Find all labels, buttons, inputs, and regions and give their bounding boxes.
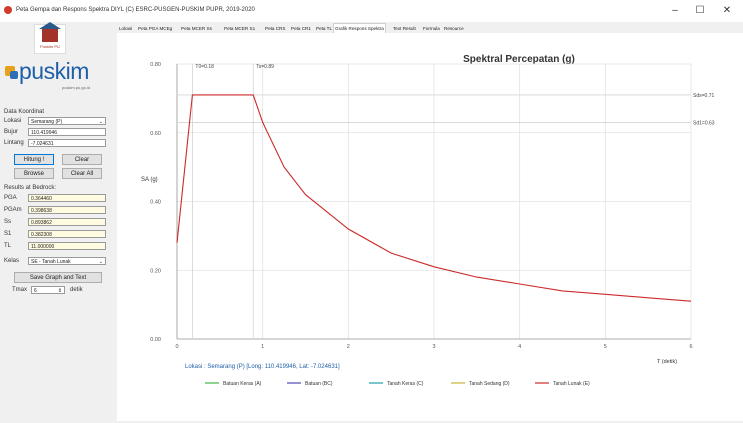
- tab-peta-crs[interactable]: Peta CRS: [265, 26, 286, 31]
- location-label: Lokasi: [4, 118, 22, 124]
- site-class-select[interactable]: SE - Tanah Lunak ⌄: [28, 257, 106, 265]
- logo-house-shape: [42, 28, 58, 42]
- reference-label: Sd1=0.63: [693, 120, 715, 126]
- logo-caption: Puskim PU: [40, 44, 60, 49]
- sidebar: Puskim PU puskim puskim.pu.go.id Data Ko…: [0, 22, 118, 421]
- tmax-label: Tmax: [12, 287, 27, 293]
- chart-title: Spektral Percepatan (g): [463, 54, 575, 65]
- puskim-brand: puskim: [19, 58, 89, 84]
- maximize-button[interactable]: ☐: [695, 5, 705, 16]
- legend-label: Tanah Lunak (E): [553, 381, 590, 387]
- chart-series: [176, 94, 692, 302]
- close-button[interactable]: ✕: [722, 5, 732, 16]
- site-class-label: Kelas: [4, 258, 20, 264]
- tab-grafik-respons-spektra[interactable]: Grafik Respons Spektra: [333, 23, 386, 34]
- results-heading: Results at Bedrock:: [4, 185, 57, 191]
- lon-input[interactable]: 110.419946: [28, 128, 106, 136]
- result-value: 11.000000: [28, 242, 106, 250]
- x-tick-label: 5: [604, 344, 607, 350]
- tab-formula[interactable]: Formula: [423, 26, 440, 31]
- x-tick-label: 3: [432, 344, 435, 350]
- puskim-logo-mark: [5, 64, 18, 80]
- result-value: 0.382308: [28, 230, 106, 238]
- reference-label: Sds=0.71: [693, 93, 714, 99]
- x-axis-label: T (detik): [657, 359, 677, 365]
- clearall-button[interactable]: Clear All: [62, 168, 102, 179]
- title-bar: Peta Gempa dan Respons Spektra DIYL (C) …: [0, 0, 743, 22]
- pupr-logo: Puskim PU: [34, 22, 66, 54]
- legend-label: Tanah Keras (C): [387, 381, 424, 387]
- legend-label: Batuan Keras (A): [223, 381, 262, 387]
- save-graph-button[interactable]: Save Graph and Text: [14, 272, 102, 283]
- tab-peta-tl[interactable]: Peta TL: [316, 26, 333, 31]
- series-line: [176, 94, 692, 302]
- spinner-arrows-icon[interactable]: ⇕: [57, 288, 62, 294]
- reference-label: T0=0.18: [195, 64, 214, 70]
- coords-heading: Data Koordinat: [4, 109, 45, 115]
- tmax-value: 6: [34, 288, 37, 294]
- compute-button[interactable]: Hitung !: [14, 154, 54, 165]
- x-tick-label: 4: [518, 344, 521, 350]
- tab-lokasi[interactable]: Lokasi: [119, 26, 133, 31]
- location-caption: Lokasi : Semarang (P) [Long: 110.419946,…: [185, 364, 340, 370]
- x-tick-label: 1: [261, 344, 264, 350]
- result-label: PGAm: [4, 207, 22, 213]
- x-tick-label: 6: [689, 344, 692, 350]
- minimize-button[interactable]: –: [672, 5, 678, 16]
- graph-panel: Spektral Percepatan (g) 0 1 2 3 4 5 6 0.00 0.20 0…: [117, 33, 743, 421]
- y-tick-label: 0.00: [150, 337, 161, 343]
- x-tick-label: 0: [175, 344, 178, 350]
- x-tick-label: 2: [347, 344, 350, 350]
- tab-resource[interactable]: Resource: [444, 26, 464, 31]
- site-class-value: SE - Tanah Lunak: [31, 259, 71, 265]
- location-value: Semarang (P): [31, 119, 63, 125]
- lat-label: Lintang: [4, 140, 24, 146]
- clear-button[interactable]: Clear: [62, 154, 102, 165]
- y-axis-label: SA (g): [141, 177, 158, 183]
- result-value: 0.398638: [28, 206, 106, 214]
- lat-input[interactable]: -7.024631: [28, 139, 106, 147]
- reference-label: Ts=0.89: [256, 64, 274, 70]
- logo-roof-shape: [39, 22, 61, 29]
- response-spectrum-chart: Spektral Percepatan (g) 0 1 2 3 4 5 60.000.200…: [141, 54, 715, 387]
- result-label: S1: [4, 231, 12, 237]
- legend-label: Tanah Sedang (D): [469, 381, 510, 387]
- tmax-spinner[interactable]: 6 ⇕: [31, 286, 65, 294]
- browse-button[interactable]: Browse: [14, 168, 54, 179]
- puskim-url: puskim.pu.go.id: [62, 85, 91, 90]
- tab-peta-mcer-s1[interactable]: Peta MCER S1: [224, 26, 256, 31]
- lon-label: Bujur: [4, 129, 19, 135]
- y-tick-label: 0.60: [150, 131, 161, 137]
- chevron-down-icon: ⌄: [98, 259, 103, 265]
- app-icon: [4, 6, 12, 14]
- result-value: 0.893862: [28, 218, 106, 226]
- y-tick-label: 0.80: [150, 62, 161, 68]
- chevron-down-icon: ⌄: [98, 119, 103, 125]
- result-value: 0.364460: [28, 194, 106, 202]
- result-label: TL: [4, 243, 12, 249]
- tab-peta-mcer-ss[interactable]: Peta MCER Ss: [181, 26, 212, 31]
- window-title: Peta Gempa dan Respons Spektra DIYL (C) …: [16, 7, 255, 13]
- tab-text-result[interactable]: Text Result: [393, 26, 416, 31]
- result-label: Ss: [4, 219, 12, 225]
- tab-peta-cr1[interactable]: Peta CR1: [291, 26, 311, 31]
- chart-ticks: 0 1 2 3 4 5 6 0.00 0.20 0.40 0.60 0.80: [150, 62, 692, 350]
- y-tick-label: 0.20: [150, 268, 161, 274]
- result-label: PGA: [4, 195, 17, 201]
- chart-legend: Batuan Keras (A) Batuan (BC) Tanah Keras (…: [205, 381, 590, 387]
- location-select[interactable]: Semarang (P) ⌄: [28, 117, 106, 125]
- tab-peta-pga[interactable]: Peta PGA MCEg: [138, 26, 173, 31]
- y-tick-label: 0.40: [150, 200, 161, 206]
- tmax-unit: detik: [70, 287, 83, 293]
- legend-label: Batuan (BC): [305, 381, 333, 387]
- chart-grid: [176, 63, 692, 340]
